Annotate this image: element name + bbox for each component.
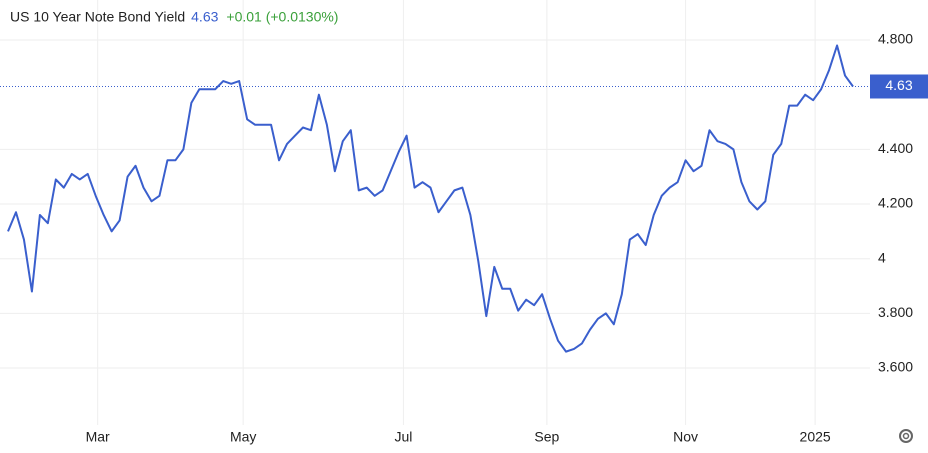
y-tick-label: 3.600 bbox=[878, 359, 913, 375]
y-tick-label: 4.400 bbox=[878, 140, 913, 156]
gear-ring bbox=[899, 429, 913, 443]
x-tick-label: Sep bbox=[534, 429, 559, 445]
line-series bbox=[7, 44, 854, 353]
header-value: 4.63 bbox=[191, 9, 218, 25]
y-tick-label: 4 bbox=[878, 249, 886, 265]
x-tick-label: Nov bbox=[673, 429, 698, 445]
x-tick-label: Mar bbox=[86, 429, 110, 445]
x-tick-label: Jul bbox=[394, 429, 412, 445]
current-value-box bbox=[870, 74, 928, 99]
y-tick-label: 4.800 bbox=[878, 31, 913, 47]
current-value-label: 4.63 bbox=[885, 77, 912, 93]
gear-hub bbox=[902, 432, 910, 440]
x-tick-label: May bbox=[230, 429, 256, 445]
chart-title: US 10 Year Note Bond Yield bbox=[10, 9, 185, 25]
y-tick-label: 3.800 bbox=[878, 304, 913, 320]
header-change: +0.01 (+0.0130%) bbox=[226, 9, 338, 25]
x-tick-label: 2025 bbox=[800, 429, 831, 445]
y-tick-label: 4.200 bbox=[878, 195, 913, 211]
settings-icon[interactable] bbox=[899, 429, 913, 443]
